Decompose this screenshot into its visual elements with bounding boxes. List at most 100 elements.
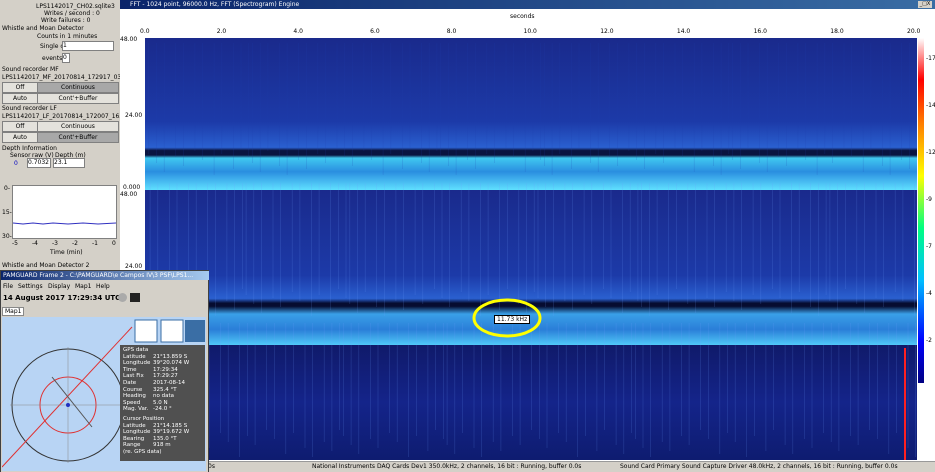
info-key: Time	[123, 366, 137, 373]
depth-field: 23.1	[53, 158, 85, 168]
events-field[interactable]: 0	[62, 53, 70, 63]
tool-icon[interactable]	[160, 319, 184, 343]
section-title: Sound recorder MF	[2, 66, 59, 73]
status-bar	[0, 461, 935, 472]
info-value: 5.0 N	[153, 399, 168, 406]
info-value: no data	[153, 393, 174, 400]
button[interactable]: Off	[2, 82, 38, 93]
x-tick-label: 10.0	[523, 28, 537, 35]
highlight	[472, 298, 542, 338]
colorbar-tick: -17	[926, 55, 935, 62]
info-key: Longitude	[123, 360, 151, 367]
section-title: Depth Information	[2, 145, 57, 152]
info-row: Time 17:29:34	[123, 367, 202, 374]
info-row: Longitude 39°20.074 W	[123, 360, 202, 367]
col-header: Depth (m)	[55, 152, 86, 159]
info-value: -24.0 °	[153, 406, 172, 413]
colorbar-tick: -2	[926, 337, 932, 344]
info-value: 2017-08-14	[153, 379, 185, 386]
pause-button[interactable]	[130, 293, 140, 302]
x-tick-label: 12.0	[600, 28, 614, 35]
colorbar-tick: -12	[926, 149, 935, 156]
y-tick: 30-	[2, 233, 12, 240]
info-value: 21°13.859 S	[153, 353, 188, 360]
info-value: 17:29:34	[153, 366, 178, 373]
depth-trace	[12, 222, 117, 225]
spectrogram-panel	[145, 190, 917, 345]
tool-icon[interactable]	[185, 320, 205, 342]
x-tick: -3	[52, 240, 58, 247]
x-tick: -4	[32, 240, 38, 247]
x-tick-label: 2.0	[216, 28, 227, 35]
x-tick-label: 14.0	[676, 28, 691, 35]
button[interactable]: Auto	[2, 132, 38, 143]
record-file: LPS1142017_LF_20170814_172007_165.wav	[2, 113, 138, 120]
cursor-tooltip: 11.73 kHz	[494, 315, 531, 324]
trace	[12, 222, 117, 225]
info-row: Course 325.4 °T	[123, 387, 202, 394]
failures: Write failures : 0	[41, 17, 91, 24]
x-tick-label: 4.0	[293, 28, 303, 35]
info-row: Latitude 21°13.859 S	[123, 354, 202, 361]
x-axis-label: seconds	[510, 13, 535, 20]
status: 0s	[208, 463, 215, 470]
section-title: Sound recorder LF	[2, 105, 57, 112]
button[interactable]: Continuous	[37, 121, 119, 132]
menu-item[interactable]: Help	[96, 283, 110, 290]
info-row: Longitude 39°19.672 W	[123, 429, 202, 436]
info-key: Latitude	[123, 422, 146, 429]
freq-label: 0.000	[123, 184, 141, 191]
menu-item[interactable]: File	[3, 283, 14, 290]
button[interactable]: Cont'+Buffer	[37, 132, 119, 143]
button[interactable]: Cont'+Buffer	[37, 93, 119, 104]
info-panel: GPS data Latitude 21°13.859 S Longitude 39°…	[120, 345, 205, 461]
button[interactable]: Continuous	[37, 82, 119, 93]
info-key: Heading	[123, 393, 146, 400]
x-tick: -1	[92, 240, 98, 247]
button[interactable]: Auto	[2, 93, 38, 104]
raw-field: 0.7032	[27, 158, 51, 168]
y-tick: 0-	[4, 185, 10, 192]
freq-label: 48.00	[120, 191, 138, 198]
section-title: Whistle and Moan Detector 2	[2, 262, 90, 269]
y-tick: 15-	[2, 209, 12, 216]
info-value: 39°20.074 W	[153, 360, 190, 367]
info-key: Speed	[123, 399, 141, 406]
menu-item[interactable]: Display	[48, 283, 71, 290]
single-field[interactable]: 1	[62, 41, 114, 51]
menu-item[interactable]: Settings	[18, 283, 43, 290]
info-value: 17:29:27	[153, 373, 178, 380]
colorbar-tick: -7	[926, 243, 932, 250]
track	[2, 326, 133, 468]
colorbar	[918, 38, 924, 383]
info-row: Date 2017-08-14	[123, 380, 202, 387]
colorbar-tick: -14	[926, 102, 935, 109]
info-row: Last Fix 17:29:27	[123, 373, 202, 380]
events-label: events	[42, 55, 63, 62]
info-key: Latitude	[123, 353, 146, 360]
info-row: Bearing 135.0 °T	[123, 436, 202, 443]
window-title: PAMGUARD Frame 2 - C:\PAMGUARD\e Campos …	[1, 271, 209, 280]
col-header: Sensor	[10, 152, 31, 159]
cursor-note: (re. GPS data)	[123, 448, 162, 455]
x-tick-label: 16.0	[753, 28, 767, 35]
writes: Writes / second : 0	[44, 10, 100, 17]
x-tick: 0	[112, 240, 116, 247]
section-title: Whistle and Moan Detector	[2, 25, 84, 32]
menu-item[interactable]: Map1	[75, 283, 92, 290]
x-tick-label: 18.0	[830, 28, 844, 35]
button[interactable]: Off	[2, 121, 38, 132]
info-key: Longitude	[123, 429, 151, 436]
x-tick-label: 20.0	[907, 28, 921, 35]
freq-label: 24.00	[125, 112, 143, 119]
gps-title: GPS data	[123, 347, 149, 353]
tool-icon[interactable]	[134, 319, 158, 343]
info-value: 135.0 °T	[153, 435, 177, 442]
counts: Counts in 1 minutes	[37, 33, 98, 40]
x-tick-label: 0.0	[140, 28, 150, 35]
window-controls[interactable]: _□X	[918, 1, 932, 8]
tab[interactable]: Map1	[2, 307, 25, 316]
col-header: raw (V)	[32, 152, 54, 159]
